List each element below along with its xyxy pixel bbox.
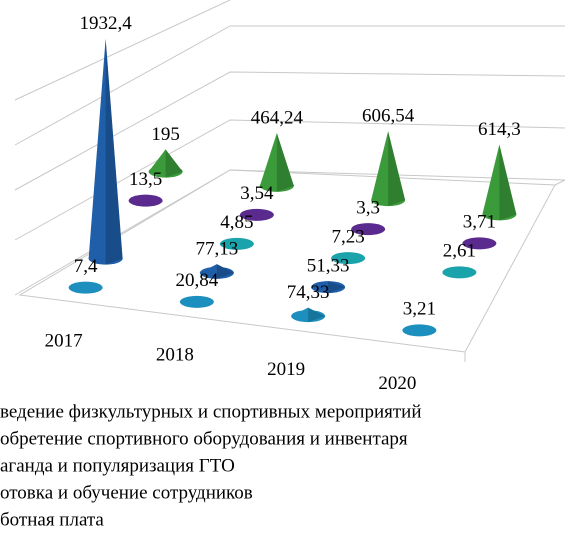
cone bbox=[311, 281, 346, 294]
cone bbox=[462, 237, 497, 250]
data-label: 614,3 bbox=[478, 119, 521, 140]
wall-line bbox=[14, 119, 566, 241]
data-label: 20,84 bbox=[176, 270, 219, 291]
cone-shade bbox=[276, 133, 294, 192]
data-label: 195 bbox=[151, 124, 180, 145]
cone bbox=[88, 38, 123, 265]
cone-shade bbox=[388, 131, 406, 207]
data-label: 77,13 bbox=[196, 238, 239, 259]
cone bbox=[199, 264, 234, 279]
data-label: 464,24 bbox=[251, 107, 304, 128]
cone-shade bbox=[165, 149, 183, 178]
cone-base bbox=[331, 252, 366, 265]
cone bbox=[239, 208, 274, 221]
cone bbox=[482, 144, 517, 221]
cone-shade bbox=[328, 281, 346, 294]
cone bbox=[219, 237, 254, 250]
cone bbox=[68, 281, 103, 294]
cone bbox=[351, 223, 386, 236]
cone-base bbox=[68, 281, 103, 294]
cone-base bbox=[179, 295, 214, 308]
legend-label: отовка и обучение сотрудников bbox=[0, 482, 253, 503]
cone-shade bbox=[216, 264, 234, 279]
data-label: 4,85 bbox=[220, 212, 253, 233]
cone-shade bbox=[308, 307, 326, 323]
cone-body bbox=[148, 149, 183, 172]
data-label: 74,33 bbox=[287, 282, 330, 303]
data-label: 3,54 bbox=[240, 183, 274, 204]
cone-body bbox=[311, 281, 346, 288]
chart-walls bbox=[14, 0, 566, 362]
data-label: 1932,4 bbox=[80, 13, 133, 34]
floor-edge bbox=[554, 179, 566, 186]
cone-base bbox=[239, 208, 274, 221]
cone-body bbox=[88, 38, 123, 259]
cone-body bbox=[291, 307, 326, 317]
data-label: 3,71 bbox=[463, 212, 496, 233]
x-tick-label: 2018 bbox=[156, 345, 194, 366]
x-tick-label: 2017 bbox=[45, 330, 83, 351]
cone-body bbox=[199, 264, 234, 273]
wall-line bbox=[14, 71, 566, 191]
cone-base bbox=[351, 223, 386, 236]
data-label: 7,23 bbox=[332, 226, 365, 247]
cone bbox=[371, 131, 406, 207]
legend-label: ботная плата bbox=[0, 509, 104, 530]
cone-base bbox=[442, 266, 477, 279]
legend-label: обретение спортивного оборудования и инв… bbox=[0, 428, 408, 449]
cone bbox=[291, 307, 326, 323]
wall-line bbox=[14, 0, 231, 101]
cone-base bbox=[219, 237, 254, 250]
cone-body bbox=[371, 131, 406, 201]
cone bbox=[331, 252, 366, 265]
cone-base bbox=[462, 237, 497, 250]
data-label: 606,54 bbox=[362, 105, 415, 126]
cone bbox=[442, 266, 477, 279]
legend-label: аганда и популяризация ГТО bbox=[0, 455, 235, 476]
x-tick-label: 2020 bbox=[378, 373, 416, 394]
cone bbox=[402, 324, 437, 337]
x-tick-label: 2019 bbox=[267, 359, 305, 380]
cone-body bbox=[482, 144, 517, 215]
cone bbox=[148, 149, 183, 178]
cone bbox=[259, 133, 294, 192]
data-label: 13,5 bbox=[129, 169, 162, 190]
cone-shade bbox=[105, 38, 123, 265]
cone-shade bbox=[499, 144, 517, 221]
wall-line bbox=[14, 25, 565, 146]
cone bbox=[128, 194, 163, 207]
legend-label: ведение физкультурных и спортивных мероп… bbox=[0, 401, 422, 422]
data-label: 2,61 bbox=[443, 241, 476, 262]
data-label: 51,33 bbox=[307, 255, 350, 276]
data-label: 3,21 bbox=[403, 299, 436, 320]
cone bbox=[179, 295, 214, 308]
data-label: 3,3 bbox=[356, 197, 380, 218]
cone-body bbox=[259, 133, 294, 186]
data-label: 7,4 bbox=[74, 256, 98, 277]
cone-base bbox=[128, 194, 163, 207]
cone-base bbox=[402, 324, 437, 337]
